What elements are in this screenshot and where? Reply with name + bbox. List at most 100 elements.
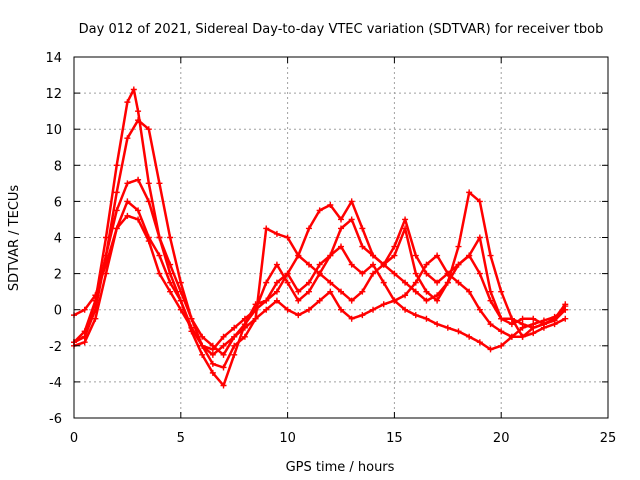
data-point (113, 207, 120, 214)
data-point (199, 351, 206, 358)
data-point (466, 288, 473, 295)
data-point (359, 243, 366, 250)
data-point (135, 176, 142, 183)
data-point (455, 261, 462, 268)
data-point (305, 306, 312, 313)
data-point (423, 288, 430, 295)
data-point (370, 306, 377, 313)
data-point (348, 315, 355, 322)
data-point (252, 306, 259, 313)
data-point (188, 324, 195, 331)
x-axis-label: GPS time / hours (286, 460, 395, 475)
data-point (434, 321, 441, 328)
data-point (402, 216, 409, 223)
data-point (241, 324, 248, 331)
data-point (92, 297, 99, 304)
data-point (487, 297, 494, 304)
data-point (391, 270, 398, 277)
data-point (167, 270, 174, 277)
data-point (295, 252, 302, 259)
data-point (113, 189, 120, 196)
x-tick-label: 5 (177, 431, 185, 446)
data-point (81, 328, 88, 335)
data-point (476, 198, 483, 205)
data-point (295, 297, 302, 304)
data-point (305, 225, 312, 232)
data-point (508, 315, 515, 322)
data-point (338, 225, 344, 232)
data-point (263, 297, 270, 304)
data-point (476, 270, 483, 277)
data-point (81, 306, 88, 313)
y-tick-label: -2 (49, 340, 62, 355)
data-point (519, 315, 526, 322)
data-point (466, 333, 473, 340)
y-tick-label: 12 (45, 87, 62, 102)
data-point (305, 279, 312, 286)
data-point (530, 315, 537, 322)
data-point (273, 288, 280, 295)
data-point (209, 346, 216, 353)
y-tick-label: -6 (49, 412, 62, 427)
data-point (487, 252, 494, 259)
data-point (231, 342, 238, 349)
data-point (444, 324, 451, 331)
data-point (370, 261, 377, 268)
data-point (295, 288, 302, 295)
x-tick-label: 25 (600, 431, 617, 446)
data-point (348, 198, 355, 205)
data-point (519, 333, 526, 340)
data-point (177, 288, 184, 295)
data-point (348, 297, 355, 304)
data-point (273, 261, 280, 268)
data-point (231, 333, 238, 340)
data-point (487, 346, 494, 353)
y-tick-label: 10 (45, 123, 62, 138)
data-point (359, 312, 366, 319)
data-point (359, 270, 366, 277)
data-point (113, 225, 120, 232)
data-point (444, 270, 451, 277)
data-point (241, 333, 248, 340)
data-point (540, 317, 547, 324)
data-point (338, 288, 344, 295)
data-point (103, 270, 110, 277)
data-point (305, 261, 312, 268)
data-point (177, 306, 184, 313)
y-tick-label: 14 (45, 51, 62, 66)
data-point (284, 306, 291, 313)
data-point (220, 351, 227, 358)
data-point (423, 315, 430, 322)
y-tick-label: 0 (54, 304, 62, 319)
data-point (220, 342, 227, 349)
data-point (327, 279, 334, 286)
data-markers (71, 86, 569, 389)
data-point (263, 279, 270, 286)
data-point (124, 180, 131, 187)
data-point (498, 342, 505, 349)
data-point (220, 364, 227, 371)
data-point (519, 324, 526, 331)
data-point (391, 297, 398, 304)
data-point (273, 297, 280, 304)
data-point (348, 216, 355, 223)
data-point (177, 297, 184, 304)
x-tick-label: 10 (279, 431, 296, 446)
data-point (220, 382, 227, 389)
data-point (402, 279, 409, 286)
data-point (380, 279, 387, 286)
data-point (530, 330, 537, 337)
data-point (434, 252, 441, 259)
data-point (423, 261, 430, 268)
data-point (402, 292, 409, 299)
data-point (466, 252, 473, 259)
data-point (113, 162, 120, 169)
data-point (220, 333, 227, 340)
data-point (466, 189, 473, 196)
data-point (273, 279, 280, 286)
data-point (498, 328, 505, 335)
data-point (124, 135, 131, 142)
data-point (135, 207, 142, 214)
data-point (167, 288, 174, 295)
data-point (327, 252, 334, 259)
